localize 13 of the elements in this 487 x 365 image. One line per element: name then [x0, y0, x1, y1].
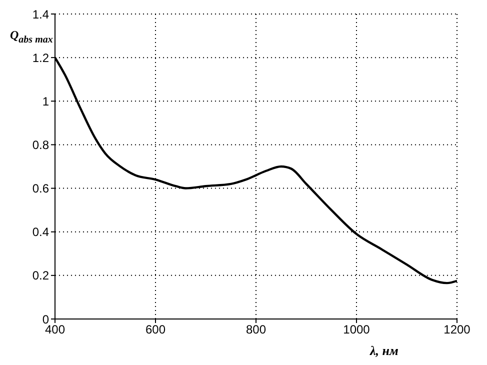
- y-tick-label: 0.2: [32, 268, 50, 283]
- y-tick-label: 1.2: [32, 50, 50, 65]
- y-tick-label: 0.8: [32, 138, 50, 152]
- x-tick-label: 1000: [343, 322, 370, 337]
- x-tick-label: 800: [246, 322, 266, 337]
- x-tick-label: 1200: [444, 322, 471, 337]
- x-axis-title: λ, нм: [370, 343, 398, 359]
- y-axis-title: Q$_{abs max}$: [10, 28, 53, 46]
- y-tick-label: 1.4: [32, 7, 50, 22]
- x-tick-label: 600: [145, 322, 166, 337]
- y-tick-label: 1: [42, 94, 50, 108]
- y-tick-label: 0.4: [32, 225, 50, 240]
- y-tick-label: 0.6: [32, 182, 50, 196]
